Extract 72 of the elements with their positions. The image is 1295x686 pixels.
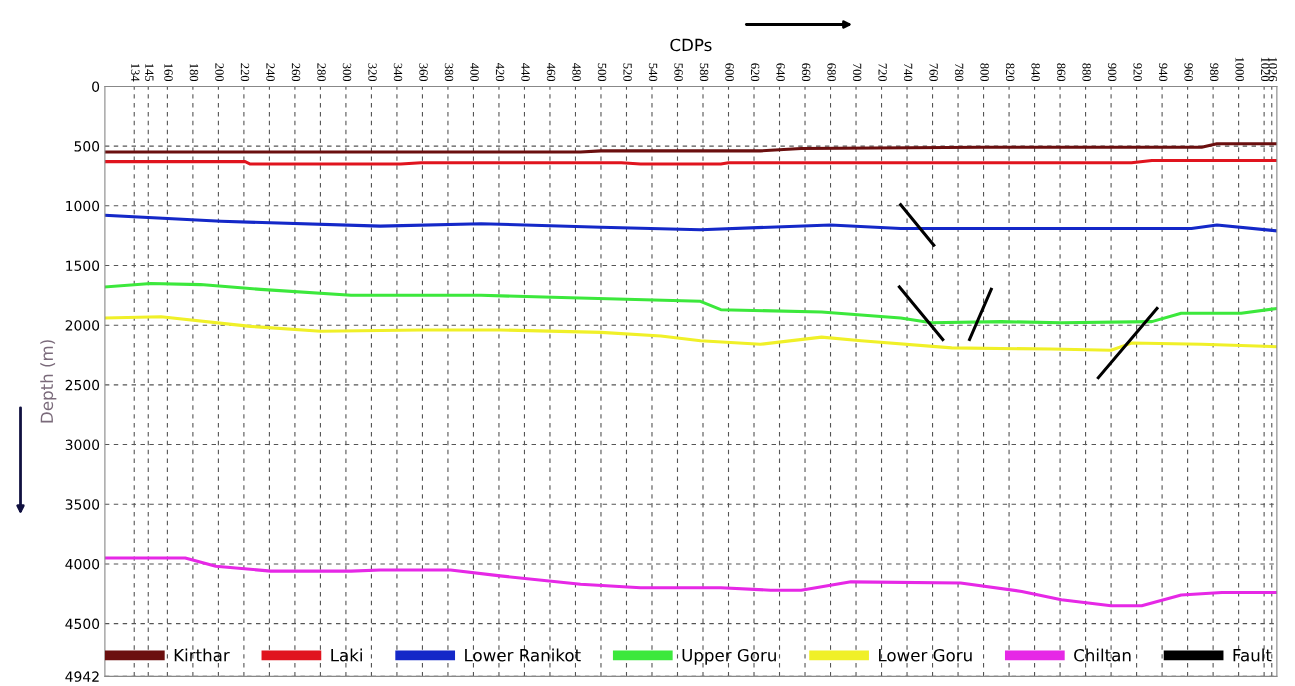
legend-label: Chiltan bbox=[1074, 648, 1131, 662]
x-tick-label: 800 bbox=[980, 63, 989, 82]
y-tick-label: 3000 bbox=[65, 439, 100, 451]
x-tick-label: 540 bbox=[648, 63, 658, 82]
y-tick-label: 1000 bbox=[66, 200, 100, 212]
y-tick-label: 2000 bbox=[65, 320, 100, 331]
x-tick-label: 360 bbox=[419, 63, 428, 82]
x-tick-label: 145 bbox=[145, 63, 154, 82]
x-tick-label: 860 bbox=[1056, 63, 1066, 82]
x-tick-label: 440 bbox=[521, 63, 530, 82]
line-series bbox=[104, 556, 1277, 608]
legend-label: Lower Goru bbox=[879, 648, 972, 662]
x-tick-label: 420 bbox=[495, 63, 505, 82]
x-tick-label: 460 bbox=[546, 63, 556, 82]
x-tick-label: 880 bbox=[1082, 63, 1091, 82]
x-tick-label: 640 bbox=[776, 63, 785, 82]
x-tick-label: 700 bbox=[852, 63, 862, 82]
x-tick-label: 600 bbox=[725, 63, 734, 82]
y-tick-label: 3500 bbox=[65, 499, 100, 510]
x-tick-label: 220 bbox=[240, 63, 250, 82]
y-tick-label: 4000 bbox=[65, 558, 100, 570]
x-tick-label: 1026 bbox=[1268, 57, 1278, 82]
y-tick-label: 500 bbox=[74, 141, 100, 152]
y-tick-label: 2500 bbox=[65, 379, 100, 391]
line-series bbox=[104, 281, 1277, 325]
x-tick-label: 660 bbox=[801, 63, 811, 82]
x-tick-label: 320 bbox=[368, 63, 377, 82]
legend-label: Fault bbox=[1233, 648, 1272, 662]
x-tick-label: 160 bbox=[164, 63, 173, 82]
x-tick-label: 380 bbox=[444, 63, 454, 82]
x-tick-label: 840 bbox=[1031, 63, 1040, 82]
x-tick-label: 580 bbox=[699, 63, 709, 82]
x-tick-label: 940 bbox=[1158, 63, 1168, 82]
x-tick-label: 820 bbox=[1005, 63, 1015, 82]
x-tick-label: 780 bbox=[954, 63, 964, 82]
x-axis-title: CDPs bbox=[670, 38, 712, 52]
x-tick-label: 740 bbox=[903, 63, 913, 82]
legend-label: Lower Ranikot bbox=[465, 648, 581, 662]
line-series bbox=[104, 213, 1277, 233]
x-tick-label: 620 bbox=[750, 63, 760, 82]
legend-label: Laki bbox=[331, 648, 362, 662]
x-tick-label: 260 bbox=[291, 63, 301, 82]
x-tick-label: 134 bbox=[131, 63, 140, 82]
x-tick-label: 180 bbox=[189, 63, 199, 82]
y-tick-label: 0 bbox=[92, 81, 100, 92]
x-tick-label: 980 bbox=[1209, 63, 1219, 82]
x-tick-label: 520 bbox=[623, 63, 632, 82]
x-tick-label: 200 bbox=[215, 63, 224, 82]
line-series bbox=[104, 315, 1277, 352]
x-tick-label: 680 bbox=[827, 63, 836, 82]
legend-label: Kirthar bbox=[174, 648, 230, 662]
y-axis-title: Depth (m) bbox=[40, 340, 57, 423]
x-tick-label: 900 bbox=[1107, 63, 1117, 82]
x-tick-label: 960 bbox=[1184, 63, 1193, 82]
y-tick-label: 4500 bbox=[65, 618, 100, 630]
x-tick-label: 760 bbox=[929, 63, 938, 82]
x-tick-label: 280 bbox=[317, 63, 326, 82]
x-tick-label: 300 bbox=[342, 63, 352, 82]
x-tick-label: 240 bbox=[266, 63, 275, 82]
y-tick-label: 4942 bbox=[65, 671, 99, 682]
x-tick-label: 720 bbox=[878, 63, 887, 82]
x-tick-label: 400 bbox=[470, 63, 479, 82]
x-tick-label: 560 bbox=[674, 63, 683, 82]
line-series bbox=[104, 142, 1277, 154]
legend-label: Upper Goru bbox=[682, 648, 776, 665]
x-tick-label: 480 bbox=[572, 63, 581, 82]
y-tick-label: 1500 bbox=[66, 260, 100, 271]
x-tick-label: 920 bbox=[1133, 63, 1142, 82]
x-tick-label: 1000 bbox=[1235, 57, 1244, 82]
x-tick-label: 340 bbox=[393, 63, 403, 82]
x-tick-label: 1020 bbox=[1260, 57, 1270, 82]
x-tick-label: 500 bbox=[597, 63, 607, 82]
